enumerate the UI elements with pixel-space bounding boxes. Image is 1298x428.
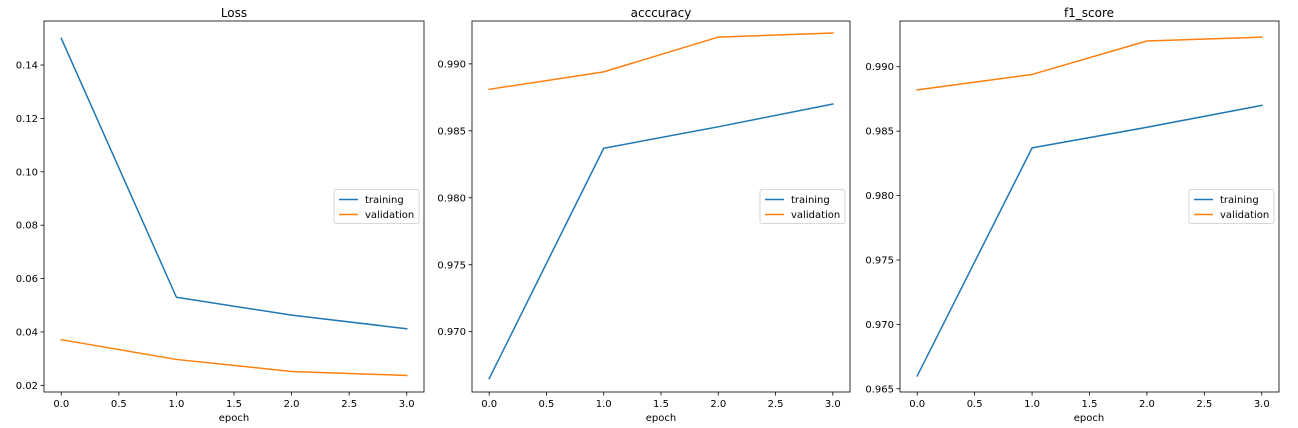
legend-label-training: training bbox=[791, 195, 830, 206]
x-tick-label: 3.0 bbox=[1254, 399, 1270, 410]
plot-frame bbox=[899, 20, 1280, 393]
series-line-training bbox=[916, 104, 1263, 377]
x-tick-label: 2.0 bbox=[710, 399, 726, 410]
y-tick-label: 0.990 bbox=[865, 62, 894, 73]
x-axis-label: epoch bbox=[646, 413, 676, 424]
x-tick-label: 3.0 bbox=[825, 399, 841, 410]
x-tick-label: 1.0 bbox=[1024, 399, 1040, 410]
y-tick-label: 0.980 bbox=[437, 193, 466, 204]
y-tick-label: 0.14 bbox=[16, 61, 38, 72]
x-axis-label: epoch bbox=[1074, 413, 1104, 424]
plot-frame bbox=[471, 20, 851, 393]
legend-label-training: training bbox=[1220, 195, 1259, 206]
x-tick-label: 2.0 bbox=[1139, 399, 1155, 410]
x-tick-label: 0.0 bbox=[909, 399, 925, 410]
y-tick-label: 0.970 bbox=[437, 327, 466, 338]
x-tick-label: 0.5 bbox=[111, 399, 127, 410]
legend-label-validation: validation bbox=[791, 210, 840, 221]
legend: training validation bbox=[333, 189, 420, 224]
x-tick-label: 2.5 bbox=[1196, 399, 1212, 410]
y-tick-label: 0.06 bbox=[16, 274, 38, 285]
chart-title: f1_score bbox=[1064, 6, 1114, 20]
legend-label-training: training bbox=[365, 195, 404, 206]
series-line-validation bbox=[60, 338, 408, 377]
y-tick-label: 0.02 bbox=[16, 381, 38, 392]
legend-label-validation: validation bbox=[1220, 210, 1269, 221]
y-tick-label: 0.970 bbox=[865, 320, 894, 331]
series-line-validation bbox=[488, 32, 834, 91]
y-tick-label: 0.04 bbox=[16, 327, 38, 338]
x-tick-label: 1.5 bbox=[1082, 399, 1098, 410]
chart-panel-f1-score: f1_score 0.0 0.5 1.0 1.5 2.0 2.5 3.0 0.965 0.970… bbox=[865, 6, 1280, 424]
legend: training validation bbox=[1188, 189, 1275, 224]
x-axis-label: epoch bbox=[219, 413, 249, 424]
x-tick-label: 1.5 bbox=[653, 399, 669, 410]
chart-title: Loss bbox=[221, 6, 247, 20]
y-tick-label: 0.12 bbox=[16, 114, 38, 125]
series-line-training bbox=[60, 37, 408, 330]
y-tick-label: 0.975 bbox=[437, 260, 466, 271]
series-line-validation bbox=[916, 36, 1263, 91]
series-line-training bbox=[488, 103, 834, 380]
x-tick-label: 1.0 bbox=[596, 399, 612, 410]
x-tick-label: 2.5 bbox=[341, 399, 357, 410]
chart-panel-loss: Loss 0.0 0.5 1.0 1.5 2.0 2.5 3.0 0.02 0.04 0.06 0.… bbox=[16, 6, 425, 424]
x-tick-label: 0.0 bbox=[481, 399, 497, 410]
x-tick-label: 2.5 bbox=[768, 399, 784, 410]
y-tick-label: 0.985 bbox=[437, 126, 466, 137]
y-tick-label: 0.990 bbox=[437, 59, 466, 70]
x-tick-label: 0.5 bbox=[967, 399, 983, 410]
y-tick-label: 0.985 bbox=[865, 127, 894, 138]
y-tick-label: 0.08 bbox=[16, 221, 38, 232]
y-tick-label: 0.975 bbox=[865, 255, 894, 266]
y-tick-label: 0.10 bbox=[16, 167, 38, 178]
x-tick-label: 0.5 bbox=[539, 399, 555, 410]
plot-frame bbox=[43, 20, 425, 393]
legend-label-validation: validation bbox=[365, 210, 414, 221]
x-tick-label: 0.0 bbox=[53, 399, 69, 410]
y-tick-label: 0.980 bbox=[865, 191, 894, 202]
legend: training validation bbox=[759, 189, 846, 224]
x-tick-label: 1.0 bbox=[168, 399, 184, 410]
chart-title: acccuracy bbox=[631, 6, 692, 20]
x-tick-label: 1.5 bbox=[226, 399, 242, 410]
chart-panel-accuracy: acccuracy 0.0 0.5 1.0 1.5 2.0 2.5 3.0 0.970 0.97… bbox=[437, 6, 851, 424]
x-tick-label: 3.0 bbox=[399, 399, 415, 410]
x-tick-label: 2.0 bbox=[284, 399, 300, 410]
y-tick-label: 0.965 bbox=[865, 384, 894, 395]
